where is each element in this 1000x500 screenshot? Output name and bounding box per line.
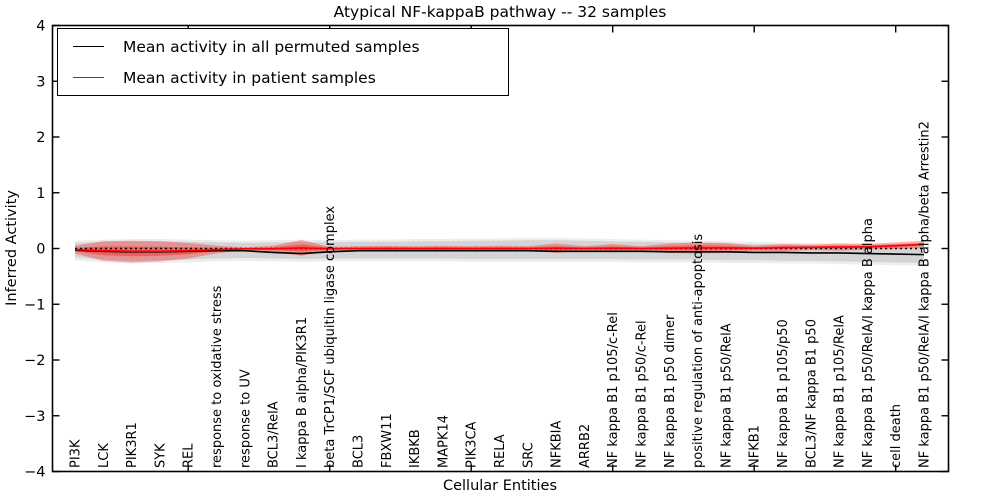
x-tick-label: PIK3CA: [465, 421, 480, 468]
x-tick-label: NF kappa B1 p50/RelA/I kappa B alpha/bet…: [918, 121, 933, 468]
x-tick-label: PIK3R1: [125, 422, 140, 468]
y-tick-label: 0: [36, 242, 45, 258]
x-tick-label: NFKBIA: [550, 421, 565, 468]
x-tick-label: cell death: [889, 404, 904, 468]
x-tick-label: PI3K: [69, 439, 84, 468]
x-tick-label: beta TrCP1/SCF ubiquitin ligase complex: [323, 206, 338, 468]
legend: Mean activity in all permuted samples Me…: [57, 28, 509, 96]
band-permuted-range: [75, 237, 924, 266]
x-tick-label: NF kappa B1 p105/p50: [776, 319, 791, 468]
x-tick-label: NF kappa B1 p50/RelA/I kappa B alpha: [861, 218, 876, 468]
x-tick-label: MAPK14: [436, 415, 451, 468]
legend-line-swatch-permuted: [73, 46, 104, 47]
y-tick-label: −3: [24, 409, 45, 425]
x-tick-label: NFKB1: [748, 425, 763, 468]
x-tick-label: response to UV: [238, 369, 253, 468]
x-tick-label: NF kappa B1 p50/c-Rel: [635, 320, 650, 468]
x-tick-label: LCK: [97, 443, 112, 468]
x-tick-label: BCL3/NF kappa B1 p50: [804, 319, 819, 468]
series-line-permuted: [74, 249, 925, 256]
y-tick-label: −4: [24, 465, 45, 481]
band-permuted-std: [75, 240, 924, 263]
x-tick-label: response to oxidative stress: [210, 285, 225, 468]
x-tick-label: ARRB2: [578, 424, 593, 468]
x-tick-label: I kappa B alpha/PIK3R1: [295, 317, 310, 468]
x-tick-label: SYK: [153, 443, 168, 468]
x-tick-label: NF kappa B1 p105/c-Rel: [606, 312, 621, 468]
y-tick-label: 4: [36, 19, 45, 35]
x-tick-label: positive regulation of anti-apoptosis: [691, 234, 706, 468]
series-line-patient: [74, 243, 925, 253]
y-tick-label: 3: [36, 74, 45, 90]
x-axis-label: Cellular Entities: [442, 478, 558, 494]
y-tick-label: −1: [24, 297, 45, 313]
y-tick-label: 1: [36, 186, 45, 202]
legend-line-swatch-patient: [73, 77, 104, 78]
band-patient-sem: [75, 242, 924, 257]
y-tick-label: −2: [24, 353, 45, 369]
y-tick-label: 2: [36, 130, 45, 146]
legend-item: Mean activity in patient samples: [58, 62, 508, 93]
x-tick-label: NF kappa B1 p50/RelA: [719, 323, 734, 468]
x-tick-label: REL: [182, 443, 197, 468]
y-axis-label: Inferred Activity: [4, 190, 20, 306]
x-tick-label: FBXW11: [380, 413, 395, 468]
x-tick-label: IKBKB: [408, 429, 423, 468]
x-tick-label: BCL3: [352, 435, 367, 468]
x-tick-label: NF kappa B1 p105/RelA: [833, 315, 848, 468]
x-tick-label: BCL3/RelA: [267, 401, 282, 468]
legend-item-label: Mean activity in all permuted samples: [123, 37, 420, 56]
x-tick-label: NF kappa B1 p50 dimer: [663, 314, 678, 468]
chart-title: Atypical NF-kappaB pathway -- 32 samples: [333, 3, 667, 21]
x-tick-label: SRC: [521, 442, 536, 468]
legend-item-label: Mean activity in patient samples: [123, 68, 376, 87]
x-tick-label: RELA: [493, 434, 508, 468]
legend-item: Mean activity in all permuted samples: [58, 31, 508, 62]
